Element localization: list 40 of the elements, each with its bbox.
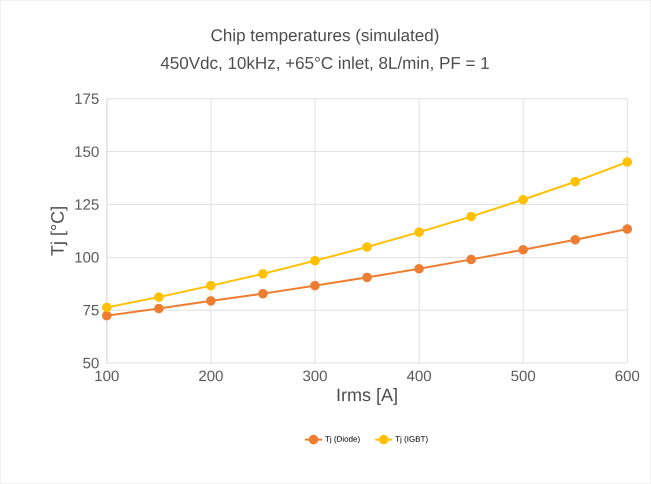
point — [102, 310, 112, 321]
point — [518, 194, 528, 204]
x-axis-title: Irms [A] — [338, 388, 397, 405]
point — [414, 264, 424, 274]
point — [310, 256, 320, 266]
x-tick-label: 500 — [511, 370, 536, 382]
point — [362, 242, 372, 252]
point — [362, 272, 372, 282]
point — [206, 280, 216, 291]
point — [622, 157, 632, 167]
point — [466, 254, 476, 264]
y-tick-label: 125 — [75, 199, 99, 210]
x-tick-label: 200 — [199, 370, 223, 382]
point — [414, 227, 424, 238]
point — [466, 212, 476, 222]
y-tick-label: 50 — [83, 358, 99, 368]
point — [102, 302, 112, 312]
point — [206, 296, 216, 306]
x-tick-label: 600 — [616, 370, 640, 382]
point — [310, 280, 320, 291]
y-tick-label: 175 — [75, 94, 99, 104]
chart-title: Chip temperatures (simulated) — [211, 28, 438, 45]
point — [258, 269, 268, 279]
y-tick-label: 100 — [75, 252, 99, 263]
point — [154, 292, 164, 302]
chart-subtitle: 450Vdc, 10kHz, +65°C inlet, 8L/min, PF = 1 — [160, 56, 489, 72]
point — [622, 224, 632, 234]
legend-label: Tj (IGBT) — [395, 436, 428, 444]
x-tick-label: 400 — [406, 370, 432, 382]
point — [518, 245, 528, 255]
legend-label: Tj (Diode) — [325, 436, 360, 444]
y-tick-label: 150 — [75, 146, 99, 158]
x-tick-label: 100 — [95, 370, 119, 382]
y-axis-title: Tj [°C] — [50, 207, 68, 256]
x-tick-label: 300 — [303, 370, 327, 382]
point — [570, 235, 580, 245]
point — [570, 176, 580, 187]
point — [258, 288, 268, 299]
point — [154, 304, 164, 314]
y-tick-label: 75 — [83, 305, 99, 316]
